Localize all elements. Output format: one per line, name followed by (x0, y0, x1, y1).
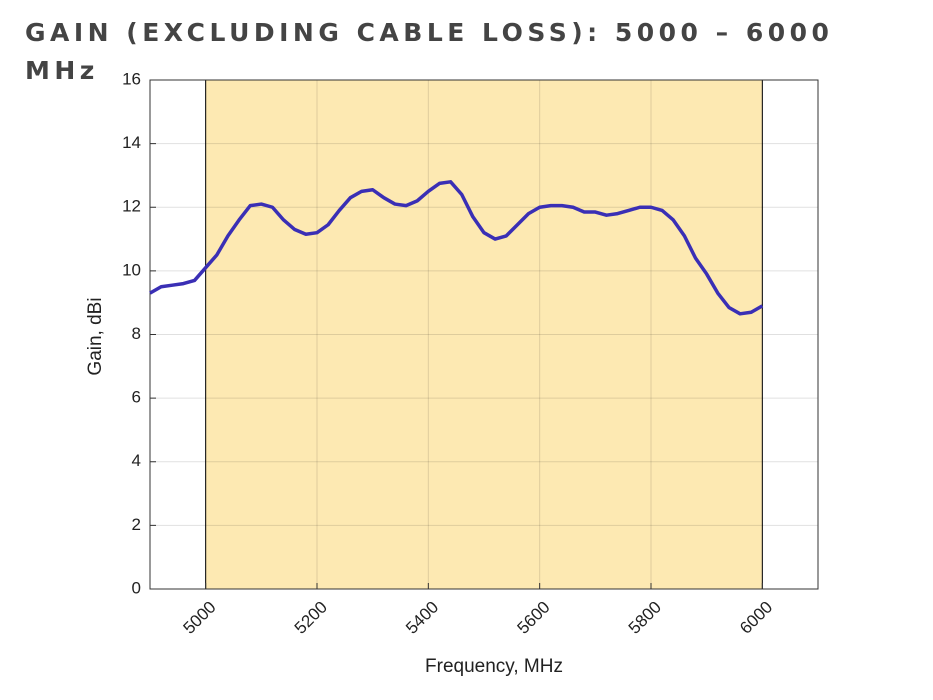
x-axis-label: Frequency, MHz (425, 656, 563, 677)
x-tick-label: 5200 (291, 598, 331, 638)
line-series (149, 180, 764, 316)
y-tick-label: 10 (122, 260, 141, 279)
x-tick-label: 5600 (513, 598, 553, 638)
y-tick-label: 0 (132, 578, 141, 597)
x-tick-label: 6000 (736, 598, 776, 638)
plot-frame (149, 79, 819, 590)
y-tick-label: 6 (132, 388, 141, 407)
y-axis-label: Gain, dBi (85, 297, 106, 375)
x-tick-label: 5000 (179, 598, 219, 638)
y-tick-label: 2 (132, 515, 141, 534)
y-tick-label: 16 (122, 69, 141, 88)
y-tick-label: 12 (122, 197, 141, 216)
x-tick-label: 5800 (625, 598, 665, 638)
y-tick-label: 14 (122, 133, 141, 152)
y-tick-label: 8 (132, 324, 141, 343)
y-tick-label: 4 (132, 451, 141, 470)
x-tick-label: 5400 (402, 598, 442, 638)
chart-title: GAIN (EXCLUDING CABLE LOSS): 5000 – 6000… (25, 18, 834, 85)
shaded-region (205, 80, 763, 589)
